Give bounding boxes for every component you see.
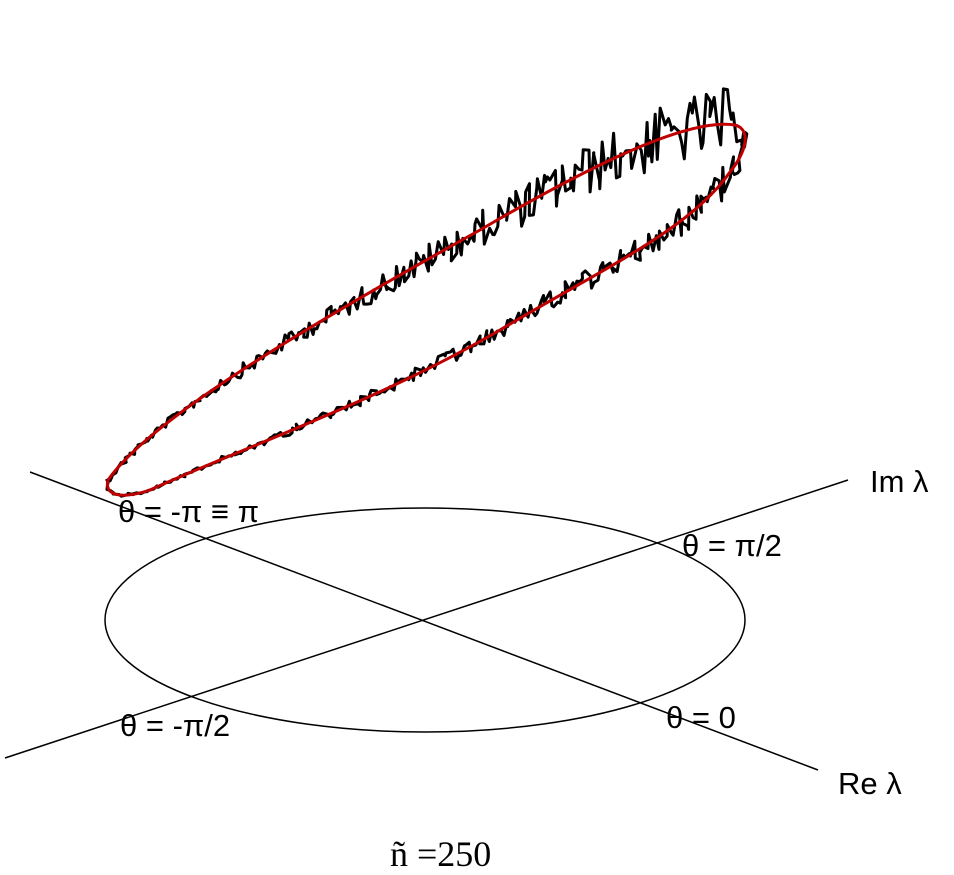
caption: ñ =250 — [390, 834, 491, 874]
angle-label: θ = -π/2 — [120, 708, 230, 743]
angle-label: θ = 0 — [666, 700, 736, 735]
re-axis-label: Re λ — [838, 766, 902, 801]
unit-circle — [104, 507, 746, 733]
curves — [105, 87, 749, 498]
angle-label: θ = π/2 — [682, 528, 782, 563]
im-axis-label: Im λ — [870, 464, 929, 499]
noisy-loop — [105, 87, 749, 498]
angle-label: θ = -π ≡ π — [118, 494, 259, 529]
re-axis — [29, 471, 819, 771]
im-axis — [4, 479, 849, 759]
smooth-loop — [105, 122, 747, 497]
